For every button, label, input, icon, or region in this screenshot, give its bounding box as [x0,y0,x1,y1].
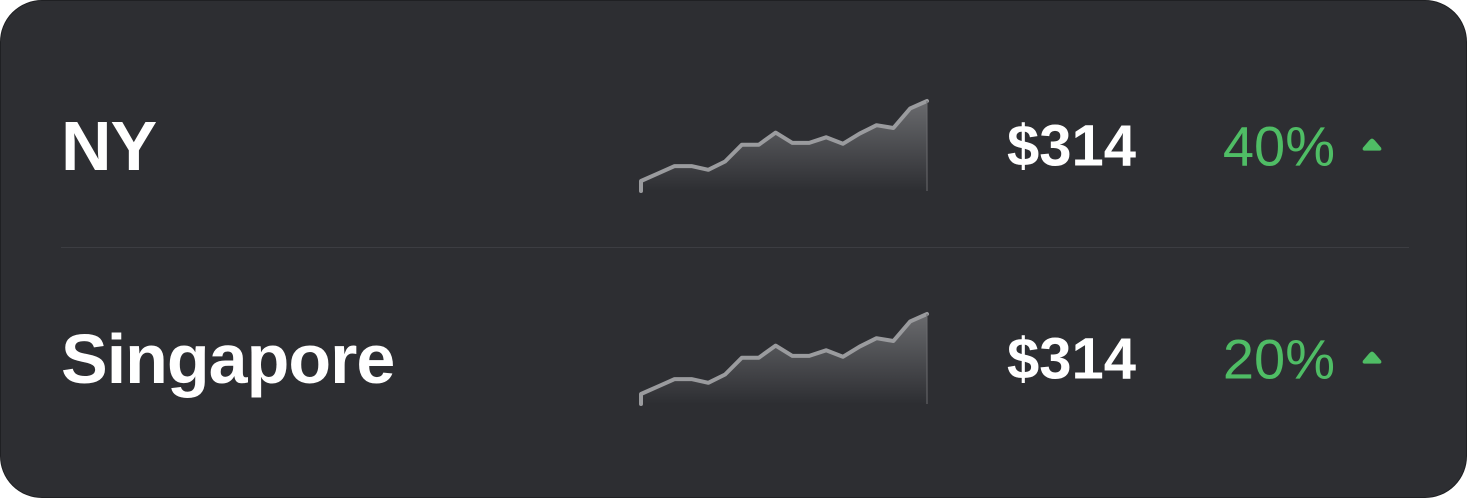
ticker-price: $314 [1006,113,1136,179]
triangle-up-icon [1362,351,1382,364]
ticker-name: NY [61,107,157,185]
ticker-price: $314 [1006,326,1136,392]
sparkline-line [639,99,929,193]
ticker-change: 40% [1222,114,1335,178]
sparkline-chart [639,99,929,193]
sparkline-line [639,312,929,406]
triangle-up-icon [1362,138,1382,151]
row-divider [61,247,1409,248]
ticker-name: Singapore [61,320,395,398]
ticker-row-singapore[interactable]: Singapore $314 20% [1,269,1467,449]
sparkline-area [641,314,927,404]
ticker-row-ny[interactable]: NY $314 40% [1,56,1467,236]
sparkline-area [641,101,927,191]
sparkline-chart [639,312,929,406]
ticker-change: 20% [1222,327,1335,391]
